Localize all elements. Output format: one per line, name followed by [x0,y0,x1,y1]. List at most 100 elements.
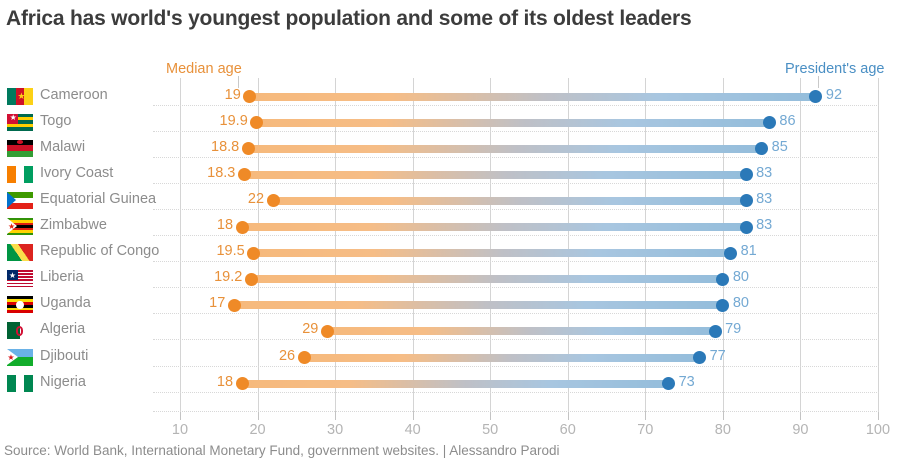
president-age-value: 85 [771,138,788,155]
president-age-value: 83 [756,164,773,181]
president-age-dot[interactable] [716,298,730,312]
chart-row[interactable]: ★ Zimbabwe 18 83 [0,214,900,240]
median-age-dot[interactable] [241,142,255,156]
gridline [800,78,801,411]
row-separator [153,131,879,132]
president-age-dot[interactable] [724,246,738,260]
ivory-coast-flag [7,165,33,183]
country-label: Djibouti [40,347,89,364]
president-age-dot[interactable] [755,142,769,156]
president-age-value: 92 [825,86,843,103]
president-age-dot[interactable] [662,377,676,391]
row-separator [153,392,879,393]
median-age-dot[interactable] [235,220,249,234]
median-age-dot[interactable] [235,377,249,391]
zimbabwe-flag: ★ [7,218,33,235]
median-age-dot[interactable] [266,194,280,208]
x-axis-label: 100 [865,422,891,438]
president-age-dot[interactable] [716,272,730,286]
president-age-dot[interactable] [739,168,753,182]
median-age-dot[interactable] [297,351,311,364]
x-axis-tick [800,411,801,420]
country-label: Algeria [40,321,86,338]
country-label: Zimbabwe [40,217,107,233]
connector-bar [242,379,669,388]
x-axis-tick [490,411,491,420]
chart-row[interactable]: Malawi 18.8 85 [0,136,900,162]
cameroon-flag: ★ [7,87,33,105]
president-age-dot[interactable] [739,220,753,234]
president-age-dot[interactable] [708,324,722,338]
row-separator [153,261,879,262]
x-axis-tick [413,411,414,420]
country-label: Cameroon [40,86,108,103]
legend-median-age: Median age [166,61,242,77]
gridline [645,78,646,411]
x-axis-tick [878,411,879,420]
liberia-flag: ★ [7,270,33,288]
nigeria-flag [7,374,33,392]
median-age-value: 18 [216,217,234,233]
president-age-value: 77 [709,347,726,364]
chart-row[interactable]: ★ Cameroon 19 92 [0,84,900,110]
row-separator [153,287,879,288]
median-age-dot[interactable] [243,90,257,103]
connector-bar [242,223,747,231]
median-age-dot[interactable] [250,116,264,130]
president-age-dot[interactable] [762,116,776,130]
median-age-value: 17 [209,295,226,312]
chart-row[interactable]: ★ Liberia 19.2 80 [0,266,900,292]
chart-row[interactable]: ★ Togo 19.9 86 [0,110,900,136]
median-age-dot[interactable] [247,246,261,260]
country-label: Liberia [40,269,84,286]
malawi-flag [7,139,33,157]
country-label: Togo [40,112,72,129]
president-age-value: 83 [756,217,773,233]
country-label: Malawi [40,138,86,155]
median-age-dot[interactable] [244,272,258,286]
legend-president-tick [818,76,819,88]
algeria-flag [7,322,33,340]
connector-bar [248,144,762,153]
x-axis-label: 80 [714,422,731,438]
gridline [568,78,569,411]
gridline [258,78,259,411]
chart-row[interactable]: Republic of Congo 19.5 81 [0,240,900,266]
chart-row[interactable]: ★ Djibouti 26 77 [0,345,900,371]
x-axis-label: 50 [482,422,499,438]
x-axis-tick [645,411,646,420]
median-age-value: 29 [302,321,319,338]
president-age-dot[interactable] [693,351,707,364]
connector-bar [251,275,723,284]
x-axis-tick [258,411,259,420]
chart-row[interactable]: Ivory Coast 18.3 83 [0,162,900,188]
president-age-dot[interactable] [739,194,753,208]
x-axis-label: 20 [249,422,266,438]
president-age-value: 81 [740,243,757,260]
djibouti-flag: ★ [7,348,33,366]
connector-bar [234,301,723,310]
median-age-dot[interactable] [227,298,241,312]
connector-bar [273,196,747,205]
chart-row[interactable]: Equatorial Guinea 22 83 [0,188,900,214]
median-age-dot[interactable] [320,324,334,338]
gridline [723,78,724,411]
median-age-value: 19.5 [216,243,245,260]
x-axis-label: 30 [327,422,344,438]
chart-row[interactable]: Uganda 17 80 [0,292,900,318]
connector-bar [304,353,700,362]
connector-bar [249,92,816,101]
president-age-value: 83 [756,190,773,207]
row-separator [153,339,879,340]
x-axis-tick [335,411,336,420]
median-age-value: 19.2 [214,269,243,286]
legend-median-tick [238,76,239,88]
x-axis-label: 70 [637,422,654,438]
chart-row[interactable]: Nigeria 18 73 [0,371,900,397]
president-age-dot[interactable] [809,90,823,103]
median-age-dot[interactable] [237,168,251,182]
row-separator [153,235,879,236]
row-separator [153,209,879,210]
chart-row[interactable]: Algeria 29 79 [0,318,900,344]
